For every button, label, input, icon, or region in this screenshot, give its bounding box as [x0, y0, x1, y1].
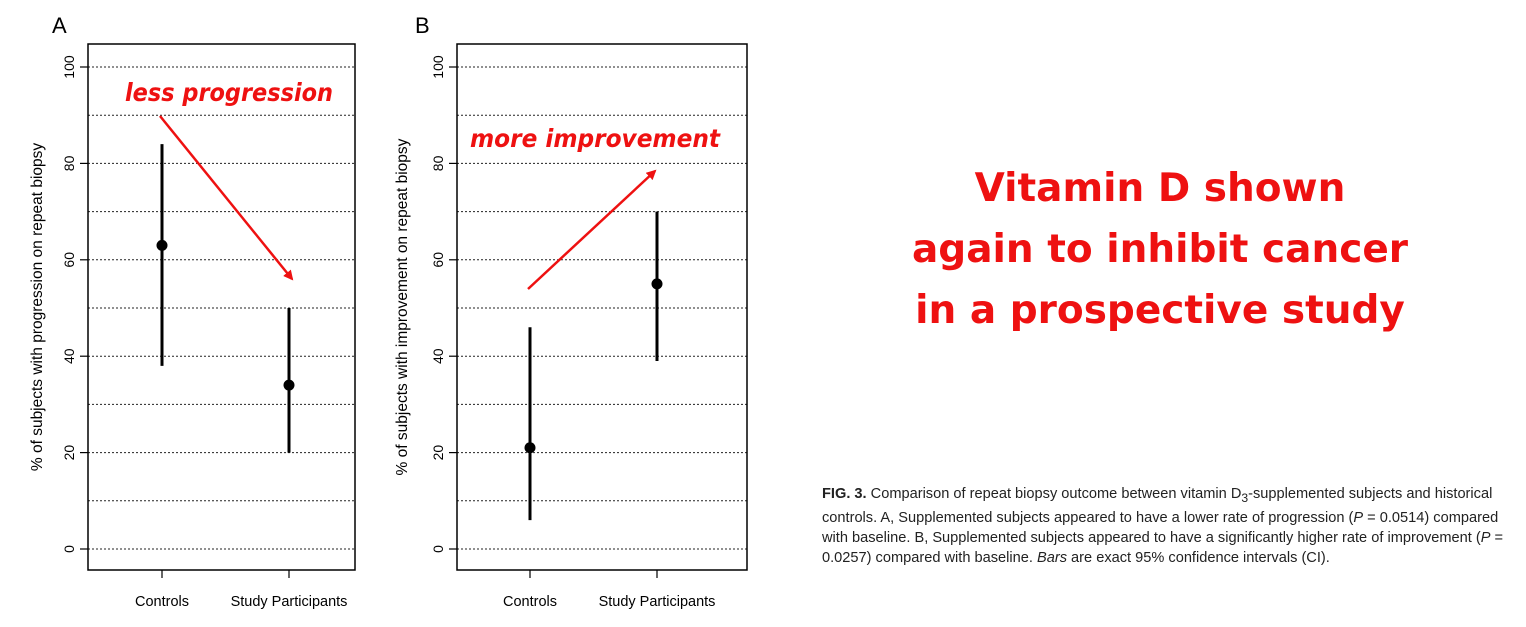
chart-panel-a: A 0 20 40 60 80 100 % of subjects with progress… — [0, 0, 380, 627]
chart-a-point — [156, 239, 168, 251]
chart-a-plot-frame — [87, 43, 356, 571]
chart-a-y-tick-label: 100 — [61, 55, 77, 79]
chart-a-y-tick-label: 80 — [61, 155, 77, 171]
caption-subscript: 3 — [1241, 490, 1249, 505]
chart-b-y-tick-label: 40 — [430, 348, 446, 364]
chart-b-y-tick-label: 100 — [430, 55, 446, 79]
caption-bars-word: Bars — [1036, 549, 1067, 566]
chart-a-y-tick-label: 20 — [61, 445, 77, 461]
caption-fig-label: FIG. 3. — [822, 486, 867, 502]
chart-a-point — [283, 379, 295, 391]
chart-b-x-tick-label: Study Participants — [599, 594, 716, 610]
chart-b-plot-frame — [456, 43, 748, 571]
chart-b-y-tick-label: 60 — [430, 252, 446, 268]
caption-p-symbol: P — [1353, 509, 1364, 526]
headline-line-1: Vitamin D shown — [974, 166, 1346, 211]
chart-a-panel-label: A — [52, 13, 67, 38]
chart-a-y-tick-label: 40 — [61, 348, 77, 364]
chart-b-annotation-arrow — [527, 169, 657, 290]
chart-b-y-tick-label: 20 — [430, 445, 446, 461]
chart-a-svg: A 0 20 40 60 80 100 % of subjects with progress… — [29, 13, 356, 610]
chart-a-x-tick-label: Controls — [135, 594, 189, 610]
chart-b-panel-label: B — [415, 13, 430, 38]
chart-a-y-tick-label: 0 — [61, 545, 77, 553]
chart-b-y-tick-label: 80 — [430, 155, 446, 171]
headline-line-3: in a prospective study — [915, 288, 1405, 333]
chart-b-x-tick-label: Controls — [503, 594, 557, 610]
caption-text-5: are exact 95% confidence intervals (CI). — [1067, 549, 1330, 566]
headline-line-2: again to inhibit cancer — [911, 227, 1409, 272]
chart-a-x-tick-label: Study Participants — [231, 594, 348, 610]
chart-b-y-tick-label: 0 — [430, 545, 446, 553]
chart-b-point — [651, 278, 663, 290]
caption-text-2: -supplemented subjects and historical co… — [822, 486, 1493, 526]
chart-a-annotation-text: less progression — [125, 78, 333, 107]
chart-panel-b: B 0 20 40 60 80 100 % of subjects with improvem… — [385, 0, 765, 627]
caption-text-4: = 0.0257) compared with baseline. — [822, 529, 1504, 566]
caption-p-symbol-2: P — [1480, 529, 1491, 546]
chart-a-y-tick-label: 60 — [61, 252, 77, 268]
chart-b-svg: B 0 20 40 60 80 100 % of subjects with improvem… — [394, 13, 748, 610]
chart-b-y-axis-label: % of subjects with improvement on repeat… — [394, 138, 411, 475]
chart-b-point — [524, 442, 536, 454]
caption-text-3: = 0.0514) compared with baseline. B, Sup… — [822, 509, 1499, 546]
chart-a-annotation-arrow — [159, 115, 294, 281]
figure-caption: FIG. 3. Comparison of repeat biopsy outc… — [822, 484, 1522, 568]
chart-a-y-axis-label: % of subjects with progression on repeat… — [29, 143, 46, 472]
chart-b-annotation-text: more improvement — [470, 124, 721, 153]
headline: Vitamin D shown again to inhibit cancer … — [880, 158, 1440, 341]
caption-text-1: Comparison of repeat biopsy outcome betw… — [866, 486, 1242, 502]
